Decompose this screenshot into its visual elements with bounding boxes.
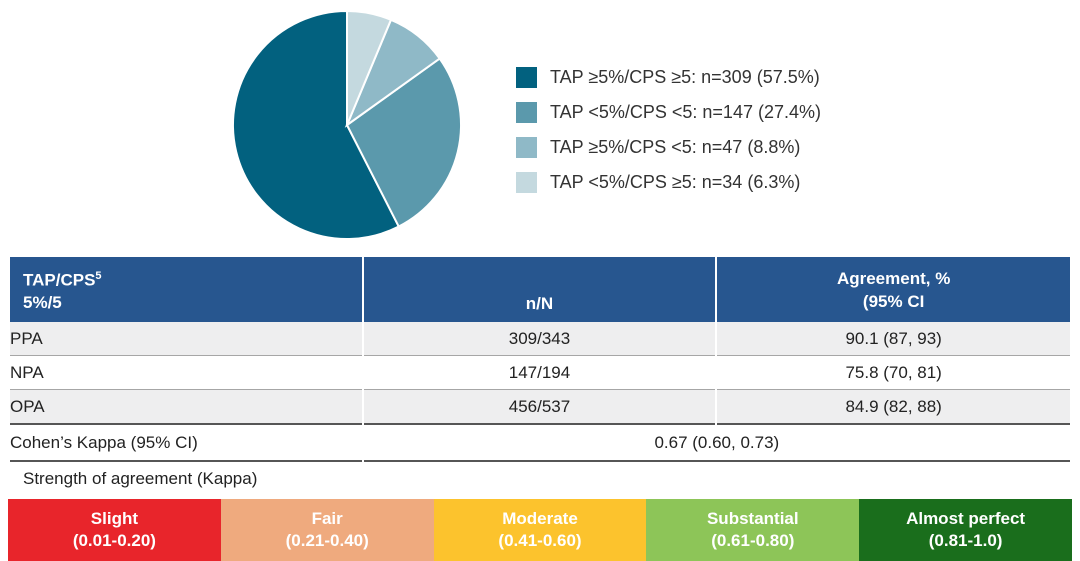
header-n-over-N-text: n/N <box>525 294 554 313</box>
legend-label: TAP ≥5%/CPS <5: n=47 (8.8%) <box>550 137 801 157</box>
table-row-strength: Strength of agreement (Kappa) <box>10 462 1070 496</box>
ppa-n-over-N: 309/343 <box>363 322 716 356</box>
opa-n-over-N: 456/537 <box>363 390 716 425</box>
header-threshold-text: 5%/5 <box>23 293 62 313</box>
legend-item: TAP ≥5%/CPS <5: n=47 (8.8%) <box>516 130 821 165</box>
legend-item: TAP ≥5%/CPS ≥5: n=309 (57.5%) <box>516 60 821 95</box>
table-row-ppa: PPA 309/343 90.1 (87, 93) <box>10 322 1070 356</box>
legend-label: TAP ≥5%/CPS ≥5: n=309 (57.5%) <box>550 67 820 87</box>
cohens-kappa-value: 0.67 (0.60, 0.73) <box>363 425 1070 462</box>
legend-swatch-icon <box>516 137 537 158</box>
header-cell-n-over-N: n/N <box>363 257 716 322</box>
legend-label: TAP <5%/CPS <5: n=147 (27.4%) <box>550 102 821 122</box>
header-ci-text: (95% CI <box>862 291 925 311</box>
scale-segment-substantial: Substantial (0.61-0.80) <box>646 499 860 561</box>
table-row-cohens-kappa: Cohen’s Kappa (95% CI) 0.67 (0.60, 0.73) <box>10 425 1070 462</box>
ppa-agreement: 90.1 (87, 93) <box>717 322 1070 356</box>
pie-slice <box>345 57 462 228</box>
scale-segment-name: Slight <box>90 509 138 528</box>
scale-segment-range: (0.61-0.80) <box>711 531 795 550</box>
scale-segment-range: (0.21-0.40) <box>285 531 369 550</box>
scale-segment-range: (0.81-1.0) <box>928 531 1003 550</box>
scale-segment-moderate: Moderate (0.41-0.60) <box>433 499 647 561</box>
npa-agreement: 75.8 (70, 81) <box>717 356 1070 390</box>
header-agreement-text: Agreement, % <box>836 268 951 288</box>
scale-segment-range: (0.41-0.60) <box>498 531 582 550</box>
opa-agreement: 84.9 (82, 88) <box>717 390 1070 425</box>
legend-item: TAP <5%/CPS <5: n=147 (27.4%) <box>516 95 821 130</box>
strength-of-agreement-label: Strength of agreement (Kappa) <box>23 469 258 488</box>
opa-label: OPA <box>10 390 362 425</box>
scale-segment-slight: Slight (0.01-0.20) <box>8 499 221 561</box>
header-footnote-superscript: 5 <box>95 269 102 282</box>
scale-segment-name: Substantial <box>706 509 799 528</box>
ppa-label: PPA <box>10 322 362 356</box>
pie-legend: TAP ≥5%/CPS ≥5: n=309 (57.5%) TAP <5%/CP… <box>516 60 821 200</box>
scale-segment-almost-perfect: Almost perfect (0.81-1.0) <box>859 499 1072 561</box>
npa-n-over-N: 147/194 <box>363 356 716 390</box>
pie-section: TAP ≥5%/CPS ≥5: n=309 (57.5%) TAP <5%/CP… <box>0 0 1080 257</box>
scale-segment-name: Fair <box>311 509 343 528</box>
legend-item: TAP <5%/CPS ≥5: n=34 (6.3%) <box>516 165 821 200</box>
legend-swatch-icon <box>516 172 537 193</box>
table-row-opa: OPA 456/537 84.9 (82, 88) <box>10 390 1070 425</box>
cohens-kappa-label: Cohen’s Kappa (95% CI) <box>10 425 362 462</box>
header-tap-cps-text: TAP/CPS <box>23 270 96 290</box>
pie-slice <box>346 9 393 126</box>
legend-label: TAP <5%/CPS ≥5: n=34 (6.3%) <box>550 172 801 192</box>
scale-segment-name: Almost perfect <box>906 509 1026 528</box>
pie-chart <box>232 9 462 240</box>
scale-segment-name: Moderate <box>502 509 578 528</box>
scale-segment-fair: Fair (0.21-0.40) <box>220 499 434 561</box>
npa-label: NPA <box>10 356 362 390</box>
legend-swatch-icon <box>516 102 537 123</box>
kappa-strength-scale: Slight (0.01-0.20) Fair (0.21-0.40) Mode… <box>8 499 1072 561</box>
agreement-table: TAP/CPS5 5%/5 n/N Agreement, % (95% CI P… <box>8 257 1072 496</box>
pie-slice <box>232 9 401 240</box>
table-header-row: TAP/CPS5 5%/5 n/N Agreement, % (95% CI <box>10 257 1070 322</box>
scale-segment-range: (0.01-0.20) <box>72 531 156 550</box>
header-cell-tap-cps: TAP/CPS5 5%/5 <box>10 257 362 322</box>
table-row-npa: NPA 147/194 75.8 (70, 81) <box>10 356 1070 390</box>
header-cell-agreement: Agreement, % (95% CI <box>717 257 1070 322</box>
legend-swatch-icon <box>516 67 537 88</box>
